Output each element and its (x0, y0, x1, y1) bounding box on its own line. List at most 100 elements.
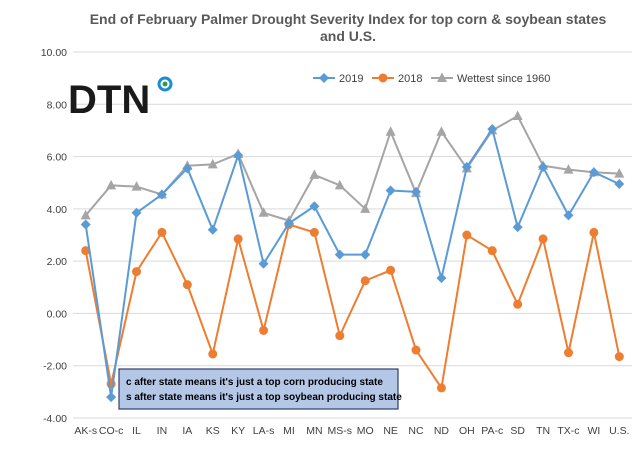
data-point (512, 110, 523, 121)
x-tick-label: ND (434, 425, 450, 437)
series-2018 (81, 220, 624, 393)
data-point (589, 227, 599, 237)
data-point (487, 124, 498, 135)
note-box-background (118, 368, 399, 410)
data-point (207, 224, 218, 235)
data-point (411, 186, 422, 197)
legend: 2019 2018 Wettest since 1960 (313, 72, 550, 85)
legend-marker (378, 73, 388, 83)
data-point (208, 349, 218, 359)
data-point (385, 185, 396, 196)
data-point (334, 249, 345, 260)
data-point (80, 209, 91, 220)
chart-title-line-2: and U.S. (320, 28, 376, 44)
x-tick-label: TX-c (557, 425, 579, 437)
data-point (309, 227, 319, 237)
data-point (334, 179, 345, 190)
data-point (563, 164, 574, 174)
data-point (563, 348, 573, 358)
svg-text:DTN: DTN (68, 78, 150, 122)
data-point (614, 168, 625, 178)
data-point (156, 189, 167, 200)
data-point (132, 267, 142, 277)
note-box: c after state means it's just a top corn… (118, 368, 402, 410)
data-point (233, 150, 244, 161)
data-point (487, 246, 497, 256)
y-tick-label: -4.00 (43, 413, 67, 425)
data-point (360, 276, 370, 286)
data-point (80, 219, 91, 230)
x-tick-label: NC (408, 425, 424, 437)
data-point (461, 162, 472, 173)
data-point (436, 126, 447, 136)
data-point (182, 280, 192, 290)
y-tick-label: 10.00 (41, 47, 67, 59)
x-tick-label: AK-s (74, 425, 97, 437)
data-point (283, 218, 294, 229)
data-point (614, 352, 624, 362)
data-point (233, 234, 243, 244)
data-point (385, 126, 396, 136)
data-point (182, 163, 193, 174)
chart-title-line-1: End of February Palmer Drought Severity … (90, 11, 607, 27)
note-line-2: s after state means it's just a top soyb… (126, 392, 402, 403)
data-point (81, 246, 91, 256)
x-tick-label: MN (306, 425, 322, 437)
data-point (258, 258, 269, 269)
legend-item: Wettest since 1960 (431, 72, 550, 85)
x-tick-label: CO-c (99, 425, 124, 437)
x-tick-label: SD (510, 425, 525, 437)
data-point (512, 222, 523, 233)
data-point (309, 169, 320, 179)
data-point (386, 265, 396, 275)
data-point (335, 331, 345, 341)
y-tick-label: 2.00 (47, 256, 68, 268)
dtn-logo: DTN (68, 76, 173, 122)
data-point (131, 181, 142, 191)
data-point (588, 167, 599, 178)
x-tick-label: LA-s (253, 425, 275, 437)
x-tick-label: MI (283, 425, 295, 437)
y-tick-label: 6.00 (47, 152, 68, 164)
data-point (106, 179, 117, 190)
x-tick-label: IL (132, 425, 141, 437)
data-point (614, 179, 625, 190)
note-line-1: c after state means it's just a top corn… (126, 377, 383, 388)
data-point (106, 392, 117, 403)
x-tick-label: KS (206, 425, 220, 437)
x-axis-tick-labels: AK-s CO-c IL IN IA KS KY LA-s MI MN MS-s MO NE NC ND OH… (74, 425, 629, 437)
gridlines (73, 51, 632, 419)
data-point (436, 273, 447, 284)
data-point (563, 210, 574, 221)
series-2019 (80, 124, 625, 403)
x-tick-label: WI (587, 425, 600, 437)
data-point (309, 201, 320, 212)
data-point (259, 325, 269, 335)
series-layer (80, 110, 625, 403)
x-tick-label: PA-c (481, 425, 503, 437)
y-axis-tick-labels: -4.00 -2.00 0.00 2.00 4.00 6.00 8.00 10.00 (41, 47, 67, 425)
series-line (84, 126, 620, 398)
x-tick-label: IA (182, 425, 192, 437)
x-tick-label: U.S. (609, 425, 629, 437)
x-tick-label: NE (383, 425, 398, 437)
x-tick-label: OH (459, 425, 475, 437)
data-point (131, 207, 142, 218)
y-tick-label: 0.00 (47, 308, 68, 320)
data-point (538, 234, 548, 244)
legend-marker (437, 72, 447, 82)
legend-label: 2018 (398, 73, 422, 85)
x-tick-label: MS-s (328, 425, 353, 437)
legend-item: 2018 (372, 73, 422, 85)
data-point (411, 345, 421, 355)
y-tick-label: 4.00 (47, 204, 68, 216)
legend-label: Wettest since 1960 (457, 73, 550, 85)
logo-ring-inner-icon (162, 81, 168, 87)
data-point (513, 299, 523, 309)
data-point (207, 158, 218, 169)
data-point (157, 227, 167, 237)
logo-ring-outer-icon (157, 76, 173, 92)
x-tick-label: IN (157, 425, 168, 437)
data-point (360, 203, 371, 213)
